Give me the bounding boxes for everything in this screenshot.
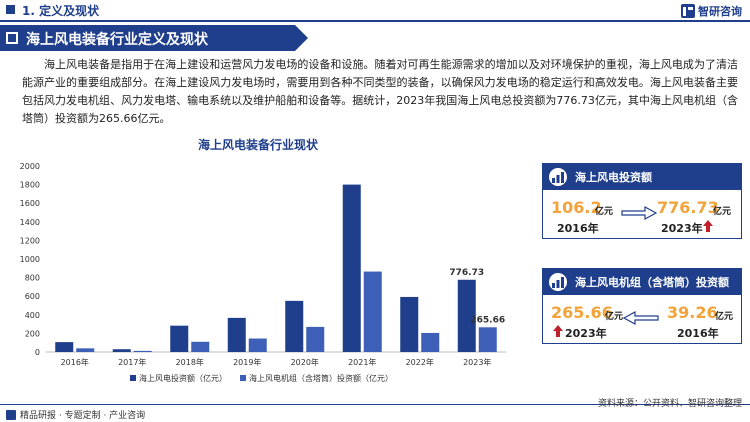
turbine-panel-header: 海上风电机组（含塔筒）投资额 [543, 269, 741, 295]
bar-chart: 0 200 400 600 800 1000 1200 1400 1600 1800 2000 201… [20, 162, 506, 383]
bar-total-investment [227, 317, 246, 352]
turbine-from-unit: 亿元 [715, 312, 734, 322]
y-tick-label: 1200 [20, 236, 40, 245]
turbine-to-year: 2023年 [565, 327, 607, 340]
bar-total-investment [170, 325, 189, 352]
y-tick-label: 1800 [20, 181, 40, 190]
bar-total-investment [457, 279, 476, 352]
arrow-left-icon [623, 311, 659, 325]
bar-turbine-investment [363, 271, 382, 352]
bar-turbine-investment [133, 350, 152, 352]
investment-from-value: 106.2 [551, 198, 602, 217]
bar-turbine-investment [306, 326, 325, 352]
y-tick-label: 400 [25, 311, 40, 320]
banner-square-icon [6, 32, 18, 44]
chart-growth-icon [547, 271, 569, 293]
y-tick-label: 800 [25, 274, 40, 283]
brand-logo: 智研咨询 [681, 3, 742, 19]
report-icon [6, 409, 16, 420]
section-title: 1. 定义及现状 [22, 4, 100, 18]
investment-panel-header: 海上风电投资额 [543, 164, 741, 190]
bar-turbine-investment [76, 348, 95, 352]
legend-label: 海上风电机组（含塔筒）投资额（亿元） [249, 373, 393, 383]
source-note: 资料来源：公开资料、智研咨询整理 [597, 399, 742, 409]
data-label: 265.66 [470, 315, 505, 325]
turbine-from-value: 39.26 [667, 303, 718, 322]
x-tick-label: 2023年 [463, 357, 491, 367]
footer-divider [0, 404, 750, 405]
bar-turbine-investment [248, 338, 267, 352]
turbine-to-value: 265.66 [551, 303, 613, 322]
page-title: 海上风电装备行业定义及现状 [26, 32, 208, 48]
brand-name: 智研咨询 [698, 5, 742, 18]
y-tick-label: 600 [25, 292, 40, 301]
arrow-right-icon [621, 206, 657, 220]
y-tick-label: 1400 [20, 218, 40, 227]
section-marker-icon [6, 5, 15, 14]
bar-turbine-investment [478, 327, 497, 352]
investment-from-year: 2016年 [557, 222, 599, 235]
y-tick-label: 1000 [20, 255, 40, 264]
x-tick-label: 2018年 [176, 357, 204, 367]
intro-paragraph: 海上风电装备是指用于在海上建设和运营风力发电场的设备和设施。随着对可再生能源需求… [22, 58, 738, 125]
legend-label: 海上风电投资额（亿元） [139, 373, 227, 383]
top-divider [0, 20, 750, 22]
footer-tagline: 精品研报 · 专题定制 · 产业咨询 [20, 411, 146, 421]
y-tick-label: 2000 [20, 162, 40, 171]
brand-logo-icon [681, 4, 695, 18]
up-arrow-icon [703, 220, 713, 232]
x-tick-label: 2021年 [348, 357, 376, 367]
bar-total-investment [342, 184, 361, 352]
turbine-panel-title: 海上风电机组（含塔筒）投资额 [575, 276, 729, 289]
data-label: 776.73 [449, 268, 484, 278]
turbine-from-year: 2016年 [677, 327, 719, 340]
x-tick-label: 2022年 [406, 357, 434, 367]
bar-total-investment [112, 349, 131, 352]
chart-growth-icon [547, 166, 569, 188]
investment-to-value: 776.73 [657, 198, 719, 217]
bar-total-investment [400, 296, 419, 352]
x-tick-label: 2016年 [61, 357, 89, 367]
investment-panel: 海上风电投资额 106.2 亿元 2016年 776.73 亿元 2023年 [542, 163, 742, 239]
x-tick-label: 2017年 [118, 357, 146, 367]
bar-turbine-investment [191, 341, 210, 352]
bar-total-investment [285, 300, 304, 352]
x-tick-label: 2020年 [291, 357, 319, 367]
investment-to-year: 2023年 [661, 222, 703, 235]
bar-turbine-investment [421, 332, 440, 352]
turbine-panel: 海上风电机组（含塔筒）投资额 265.66 亿元 2023年 39.26 亿元 … [542, 268, 742, 344]
y-tick-label: 1600 [20, 199, 40, 208]
top-bar: 1. 定义及现状 智研咨询 [0, 0, 750, 22]
investment-to-unit: 亿元 [713, 207, 732, 217]
turbine-to-unit: 亿元 [605, 312, 624, 322]
y-tick-label: 0 [35, 348, 40, 357]
page-banner: 海上风电装备行业定义及现状 [0, 25, 308, 51]
legend-swatch [130, 375, 136, 381]
investment-panel-title: 海上风电投资额 [575, 171, 652, 184]
x-tick-label: 2019年 [233, 357, 261, 367]
y-tick-label: 200 [25, 329, 40, 338]
bar-total-investment [55, 342, 74, 352]
up-arrow-icon [553, 325, 563, 337]
investment-from-unit: 亿元 [595, 207, 614, 217]
legend-swatch [240, 375, 246, 381]
chart-title: 海上风电装备行业现状 [198, 138, 319, 152]
footer-tagline-group: 精品研报 · 专题定制 · 产业咨询 [6, 408, 145, 421]
